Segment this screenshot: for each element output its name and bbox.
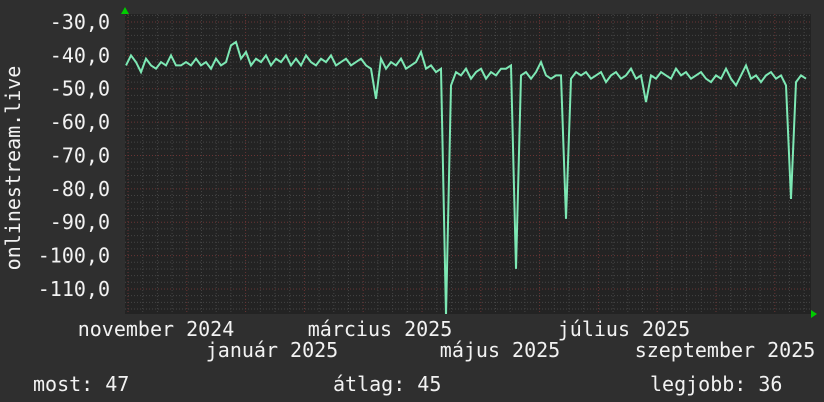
- y-axis-arrow-icon: [121, 7, 129, 14]
- x-tick-label: szeptember 2025: [635, 338, 816, 362]
- x-tick-label: január 2025: [206, 338, 338, 362]
- x-axis-arrow-icon: [811, 310, 817, 318]
- y-tick-label: -70,0: [50, 143, 110, 167]
- legend-current: most: 47: [33, 372, 130, 396]
- x-tick-label: május 2025: [440, 338, 560, 362]
- grid: [125, 14, 811, 314]
- y-tick-label: -60,0: [50, 110, 110, 134]
- y-tick-label: -100,0: [38, 244, 110, 268]
- legend-best: legjobb: 36: [650, 372, 783, 396]
- x-tick-label: november 2024: [78, 317, 235, 341]
- legend-average: átlag: 45: [333, 372, 442, 396]
- y-tick-label: -90,0: [50, 210, 110, 234]
- series-line: [125, 40, 807, 314]
- y-tick-label: -40,0: [50, 43, 110, 67]
- y-axis: -30,0 -40,0 -50,0 -60,0 -70,0 -80,0 -90,0 -100,…: [38, 10, 110, 301]
- y-axis-label: onlinestream.live: [1, 66, 25, 271]
- y-tick-label: -80,0: [50, 177, 110, 201]
- plot-area: [125, 14, 811, 314]
- y-tick-label: -30,0: [50, 10, 110, 34]
- y-tick-label: -110,0: [38, 277, 110, 301]
- x-tick-label: július 2025: [558, 317, 690, 341]
- y-tick-label: -50,0: [50, 77, 110, 101]
- x-tick-label: március 2025: [308, 317, 453, 341]
